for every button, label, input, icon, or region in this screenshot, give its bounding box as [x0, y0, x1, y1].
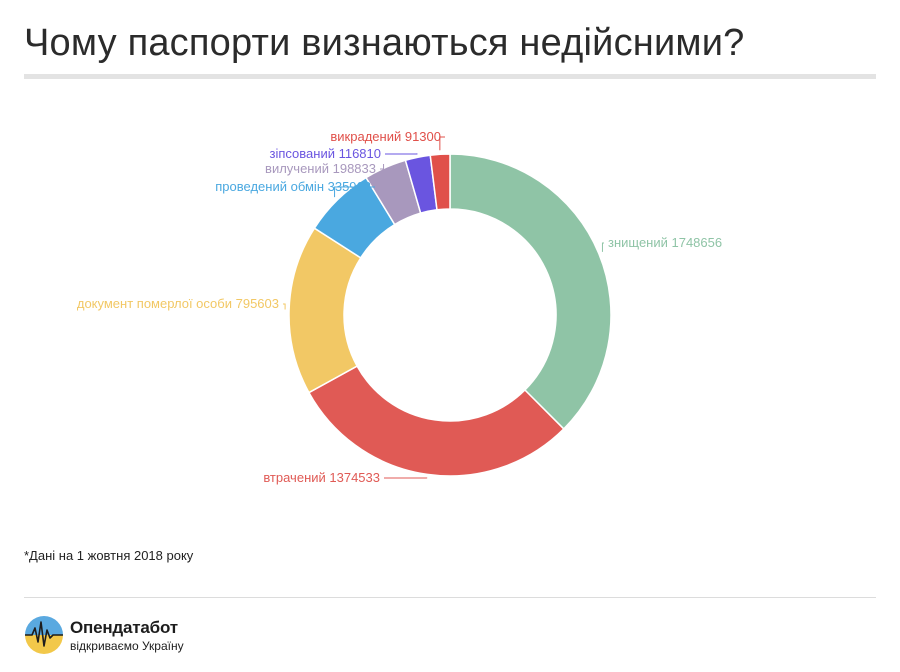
slice-2	[288, 227, 362, 394]
slice-label-5: зіпсований 116810	[270, 146, 381, 161]
slice-1	[307, 365, 565, 477]
title-divider	[24, 74, 876, 79]
leader-line-4	[380, 163, 385, 170]
opendatabot-logo-icon	[25, 616, 63, 654]
slice-label-6: викрадений 91300	[330, 129, 441, 144]
slice-label-2: документ померлої особи 795603	[77, 296, 279, 311]
slice-label-4: вилучений 198833	[265, 161, 376, 176]
leader-line-0	[601, 242, 604, 252]
footer-divider	[24, 597, 876, 598]
leader-line-3	[334, 186, 375, 198]
brand-block: Опендатабот відкриваємо Україну	[24, 610, 244, 662]
leader-line-5	[385, 153, 418, 155]
brand-name: Опендатабот	[70, 618, 178, 637]
leader-line-6	[439, 136, 445, 151]
leader-line-2	[283, 303, 286, 310]
slice-6	[429, 153, 451, 211]
slice-label-1: втрачений 1374533	[263, 470, 380, 485]
slice-0	[449, 153, 612, 430]
page-title: Чому паспорти визнаються недійсними?	[24, 22, 745, 64]
slice-label-3: проведений обмін 335963	[215, 179, 371, 194]
donut-chart: знищений 1748656 втрачений 1374533 докумен…	[77, 129, 722, 485]
data-date-footnote: *Дані на 1 жовтня 2018 року	[24, 548, 194, 563]
brand-tagline: відкриваємо Україну	[70, 639, 184, 653]
slice-label-0: знищений 1748656	[608, 235, 722, 250]
